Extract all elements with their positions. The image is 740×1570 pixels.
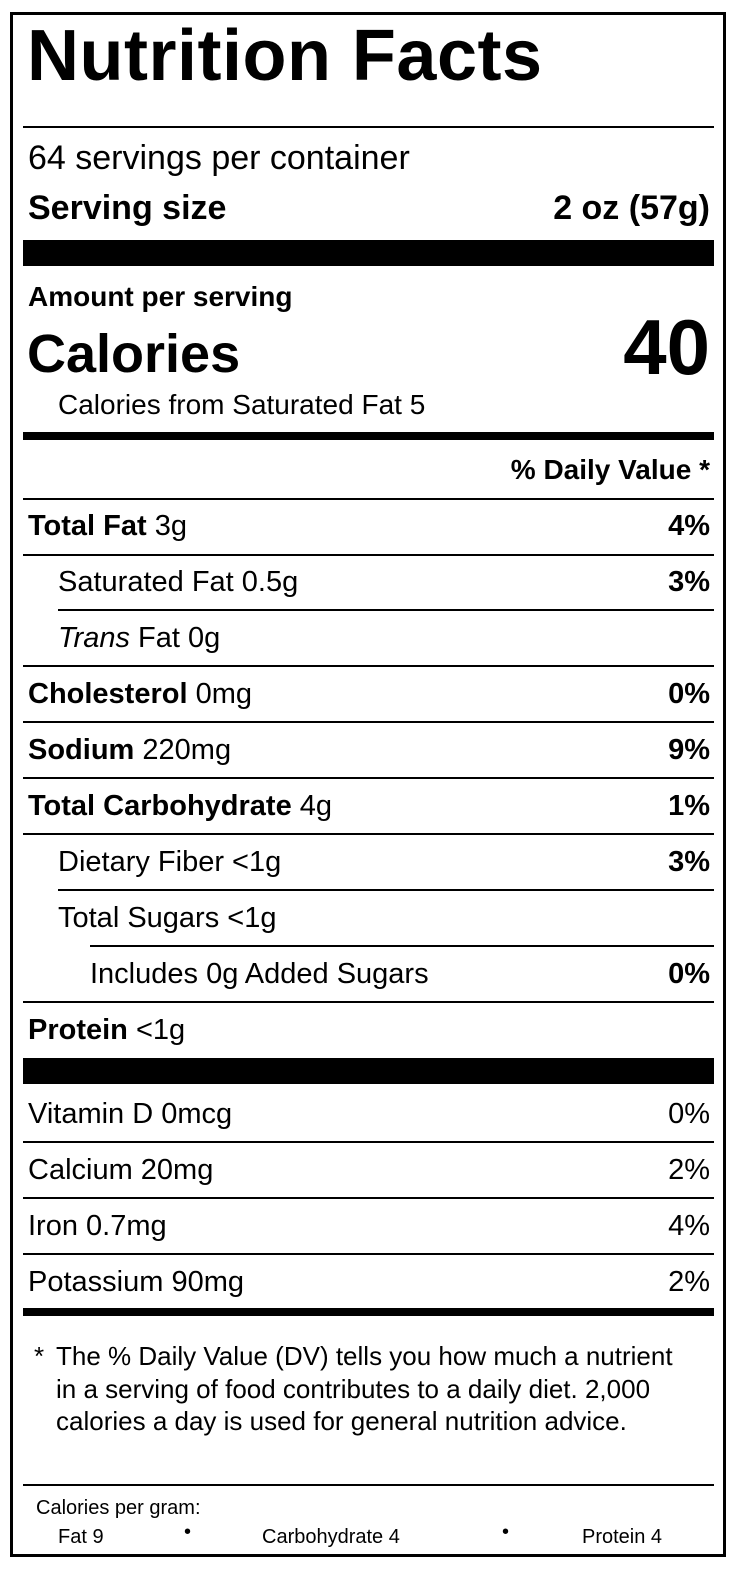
nutrient-row-trans-fat: Trans Fat 0g (58, 624, 220, 653)
divider (23, 126, 714, 128)
divider (23, 1141, 714, 1143)
nutrient-name: Total Sugars <1g (58, 902, 277, 934)
cpg-fat: Fat 9 (58, 1526, 104, 1548)
nutrient-dv: 1% (668, 790, 710, 822)
nutrition-label (10, 12, 726, 1557)
nutrient-row-added-sugars: Includes 0g Added Sugars (90, 960, 429, 989)
thick-divider (23, 240, 714, 266)
nutrient-name: Cholesterol (28, 678, 188, 710)
nutrient-name: Includes 0g Added Sugars (90, 958, 429, 990)
divider (23, 1197, 714, 1199)
bullet-separator: • (184, 1521, 192, 1543)
serving-size-value: 2 oz (57g) (553, 189, 710, 227)
vitamin-row-calcium: Calcium 20mg (28, 1156, 213, 1185)
label-title: Nutrition Facts (27, 16, 543, 96)
amount-per-serving: Amount per serving (28, 281, 293, 312)
divider (23, 498, 714, 500)
nutrient-name: Total Fat (28, 510, 147, 542)
footnote: * The % Daily Value (DV) tells you how m… (34, 1340, 674, 1438)
divider (58, 889, 714, 891)
nutrient-amount: 0mg (187, 678, 253, 710)
vitamin-name: Potassium 90mg (28, 1266, 244, 1298)
vitamin-row-potassium: Potassium 90mg (28, 1268, 244, 1297)
nutrient-dv: 9% (668, 734, 710, 766)
vitamin-dv: 4% (668, 1210, 710, 1242)
servings-per-container: 64 servings per container (28, 139, 410, 177)
calories-label: Calories (27, 324, 241, 384)
nutrient-name: Saturated Fat 0.5g (58, 566, 299, 598)
nutrient-row-total-fat: Total Fat 3g (28, 512, 187, 541)
nutrient-dv: 4% (668, 510, 710, 542)
bullet-separator: • (502, 1521, 510, 1543)
nutrient-row-saturated-fat: Saturated Fat 0.5g (58, 568, 298, 597)
nutrient-name: Sodium (28, 734, 135, 766)
divider (23, 1484, 714, 1486)
divider (23, 833, 714, 835)
cpg-protein: Protein 4 (582, 1526, 663, 1548)
divider (23, 665, 714, 667)
thick-divider (23, 1058, 714, 1084)
vitamin-dv: 2% (668, 1154, 710, 1186)
nutrient-name: Total Carbohydrate (28, 790, 292, 822)
divider (23, 777, 714, 779)
nutrient-row-total-sugars: Total Sugars <1g (58, 904, 276, 933)
nutrient-dv: 3% (668, 846, 710, 878)
footnote-asterisk: * (34, 1341, 45, 1371)
vitamin-name: Vitamin D 0mcg (28, 1098, 233, 1130)
vitamin-name: Calcium 20mg (28, 1154, 214, 1186)
medium-divider (23, 432, 714, 440)
cpg-carbohydrate: Carbohydrate 4 (262, 1526, 400, 1548)
divider (23, 554, 714, 556)
calories-from-sat-fat: Calories from Saturated Fat 5 (58, 389, 426, 420)
nutrient-dv: 0% (668, 958, 710, 990)
nutrient-amount: Fat 0g (129, 622, 221, 654)
nutrient-row-dietary-fiber: Dietary Fiber <1g (58, 848, 281, 877)
nutrient-row-sodium: Sodium 220mg (28, 736, 231, 765)
vitamin-dv: 0% (668, 1098, 710, 1130)
divider (23, 1001, 714, 1003)
nutrient-dv: 3% (668, 566, 710, 598)
divider (23, 1253, 714, 1255)
nutrient-row-total-carbohydrate: Total Carbohydrate 4g (28, 792, 332, 821)
vitamin-row-iron: Iron 0.7mg (28, 1212, 167, 1241)
calories-per-gram-label: Calories per gram: (36, 1497, 201, 1519)
nutrient-amount: 3g (146, 510, 188, 542)
divider (90, 945, 714, 947)
nutrient-dv: 0% (668, 678, 710, 710)
nutrient-name: Dietary Fiber <1g (58, 846, 282, 878)
nutrient-name: Trans (58, 622, 130, 654)
serving-size-label: Serving size (28, 189, 227, 227)
medium-divider (23, 1308, 714, 1316)
nutrient-amount: 220mg (134, 734, 232, 766)
vitamin-dv: 2% (668, 1266, 710, 1298)
nutrient-amount: 4g (291, 790, 333, 822)
footnote-text: The % Daily Value (DV) tells you how muc… (56, 1341, 673, 1436)
divider (23, 721, 714, 723)
nutrient-row-cholesterol: Cholesterol 0mg (28, 680, 252, 709)
daily-value-header: % Daily Value * (510, 454, 710, 485)
vitamin-row-vitamin-d: Vitamin D 0mcg (28, 1100, 232, 1129)
calories-value: 40 (623, 303, 710, 391)
nutrient-name: Protein (28, 1014, 128, 1046)
nutrient-amount: <1g (127, 1014, 186, 1046)
nutrient-row-protein: Protein <1g (28, 1016, 185, 1045)
vitamin-name: Iron 0.7mg (28, 1210, 167, 1242)
divider (58, 609, 714, 611)
